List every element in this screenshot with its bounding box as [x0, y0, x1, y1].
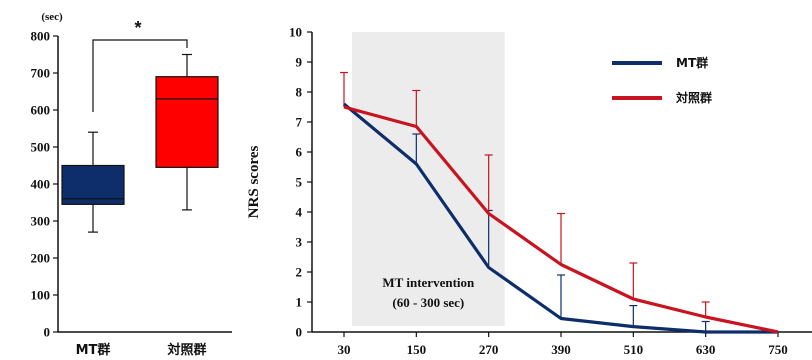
- series-line-1: [343, 105, 779, 334]
- y-tick-label: 8: [296, 85, 303, 100]
- y-tick-label: 10: [289, 25, 302, 40]
- category-label: MT群: [76, 342, 111, 358]
- box-0: [61, 164, 125, 205]
- y-tick-label: 700: [31, 66, 51, 81]
- legend-label-mt: MT群: [676, 55, 708, 70]
- y-axis-title: NRS scores: [246, 146, 262, 219]
- box-marks: [61, 39, 219, 233]
- y-tick-label: 300: [31, 214, 51, 229]
- y-tick-label: 9: [296, 55, 303, 70]
- y-tick-label: 800: [31, 29, 51, 44]
- series-line-0: [342, 102, 778, 334]
- y-tick-label: 2: [296, 265, 303, 280]
- y-tick-label: 500: [31, 140, 51, 155]
- y-tick-label: 400: [31, 177, 51, 192]
- significance-marker: *: [134, 18, 141, 38]
- y-tick-label: 5: [296, 175, 303, 190]
- y-tick-label: 1: [296, 295, 303, 310]
- y-tick-label: 7: [296, 115, 303, 130]
- y-unit-label: (sec): [41, 11, 63, 23]
- y-tick-label: 3: [296, 235, 303, 250]
- y-tick-label: 0: [296, 325, 303, 340]
- intervention-range-label: (60 - 300 sec): [392, 295, 464, 310]
- box-axes: 0 100 200 300 400 500 600 700 800 MT群 対照群: [31, 29, 232, 358]
- y-tick-label: 4: [296, 205, 303, 220]
- legend: MT群 対照群: [612, 55, 712, 105]
- y-tick-label: 200: [31, 251, 51, 266]
- x-tick-label: 750: [768, 342, 788, 357]
- x-tick-label: 150: [407, 342, 427, 357]
- x-tick-label: 630: [696, 342, 716, 357]
- x-tick-label: 510: [624, 342, 644, 357]
- intervention-label: MT intervention: [382, 275, 475, 290]
- y-tick-label: 600: [31, 103, 51, 118]
- x-tick-label: 270: [479, 342, 499, 357]
- box-1: [155, 76, 219, 168]
- category-label: 対照群: [166, 342, 206, 358]
- y-tick-label: 0: [44, 325, 51, 340]
- y-tick-label: 6: [296, 145, 303, 160]
- line-axes: 0 1 2 3 4 5 6 7 8 9 10 30 150 270 390 510 630 750: [289, 25, 812, 357]
- x-tick-label: 30: [338, 342, 351, 357]
- x-tick-label: 390: [551, 342, 571, 357]
- legend-label-control: 対照群: [675, 90, 712, 105]
- line-marks: [340, 71, 779, 334]
- box-plot-chart: (sec) 0 100 200 300 400 500 600 700 800 MT群 対照群 *: [31, 11, 232, 358]
- significance-bracket: [92, 39, 188, 112]
- nrs-line-chart: MT intervention (60 - 300 sec) 0 1 2 3 4 5 6 7 8…: [246, 25, 812, 357]
- y-tick-label: 100: [31, 288, 51, 303]
